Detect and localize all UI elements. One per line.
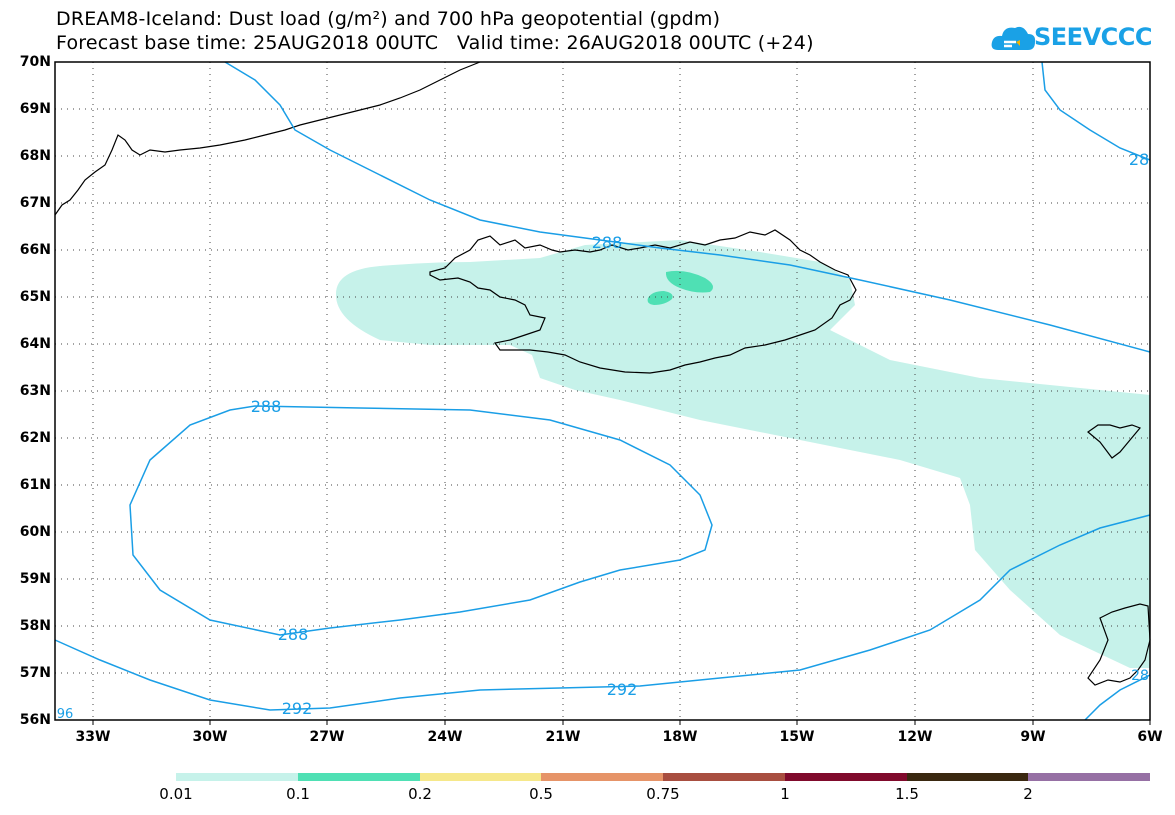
- cloud-icon: [991, 26, 1036, 50]
- lon-label-27w: 27W: [309, 729, 345, 745]
- colorbar-label: 1.5: [895, 785, 919, 803]
- greenland-coast: [54, 61, 481, 216]
- map-subtitle: Forecast base time: 25AUG2018 00UTC Vali…: [56, 32, 814, 54]
- lat-label-59n: 59N: [19, 571, 51, 587]
- map-frame: [54, 61, 1151, 721]
- contour-292-corner: [1084, 674, 1151, 721]
- scotland-coast: [1087, 603, 1151, 686]
- contour-label-28-ne: 28: [1129, 150, 1149, 169]
- colorbar-label: 0.01: [159, 785, 193, 803]
- logo-text: SEEVCCC: [1034, 23, 1153, 51]
- colorbar-segment: [541, 773, 663, 781]
- colorbar-segment: [1028, 773, 1150, 781]
- contour-288-northeast: [1041, 61, 1151, 161]
- lon-label-30w: 30W: [192, 729, 228, 745]
- lat-label-63n: 63N: [19, 383, 51, 399]
- contour-288-loop: [129, 405, 713, 636]
- colorbar-label: 0.5: [529, 785, 553, 803]
- contour-292-south: [54, 514, 1151, 711]
- colorbar-segment: [784, 773, 907, 781]
- colorbar-segment: [297, 773, 420, 781]
- contour-label-96: 96: [57, 707, 74, 722]
- lat-label-68n: 68N: [19, 148, 51, 164]
- lon-label-6w: 6W: [1137, 729, 1163, 745]
- lon-label-33w: 33W: [75, 729, 111, 745]
- iceland-coast: [429, 229, 857, 374]
- lat-label-62n: 62N: [19, 430, 51, 446]
- lon-label-12w: 12W: [897, 729, 933, 745]
- contour-label-288-b: 288: [251, 397, 282, 416]
- lat-label-58n: 58N: [19, 618, 51, 634]
- lon-label-18w: 18W: [662, 729, 698, 745]
- lon-label-15w: 15W: [779, 729, 815, 745]
- lat-label-65n: 65N: [19, 289, 51, 305]
- lat-label-66n: 66N: [19, 242, 51, 258]
- lat-label-61n: 61N: [19, 477, 51, 493]
- contour-label-288-c: 288: [278, 625, 309, 644]
- lat-label-67n: 67N: [19, 195, 51, 211]
- colorbar-segment: [419, 773, 542, 781]
- colorbar-segment: [663, 773, 785, 781]
- map-title: DREAM8-Iceland: Dust load (g/m²) and 700…: [56, 8, 721, 30]
- contour-label-292-b: 292: [607, 680, 638, 699]
- lat-label-57n: 57N: [19, 665, 51, 681]
- lat-label-69n: 69N: [19, 101, 51, 117]
- colorbar-label: 1: [780, 785, 790, 803]
- lat-label-64n: 64N: [19, 336, 51, 352]
- colorbar-label: 0.1: [286, 785, 310, 803]
- lat-label-60n: 60N: [19, 524, 51, 540]
- lat-label-56n: 56N: [19, 712, 51, 728]
- dust-area-low: [335, 240, 1150, 668]
- dust-area-high: [665, 270, 714, 293]
- lon-label-9w: 9W: [1020, 729, 1046, 745]
- lat-label-70n: 70N: [19, 54, 51, 70]
- colorbar-segment: [176, 773, 298, 781]
- colorbar-segment: [906, 773, 1029, 781]
- colorbar-label: 0.75: [646, 785, 680, 803]
- colorbar-label: 0.2: [408, 785, 432, 803]
- lon-label-24w: 24W: [427, 729, 463, 745]
- lon-label-21w: 21W: [545, 729, 581, 745]
- contour-label-28-se: 28: [1131, 668, 1149, 684]
- faroe-coast: [1087, 424, 1142, 459]
- colorbar: [176, 773, 1150, 781]
- dust-area-high-2: [647, 291, 673, 305]
- contour-label-288-a: 288: [592, 233, 623, 252]
- contour-288-north: [224, 61, 1151, 353]
- contour-label-292-a: 292: [282, 699, 313, 718]
- colorbar-label: 2: [1023, 785, 1033, 803]
